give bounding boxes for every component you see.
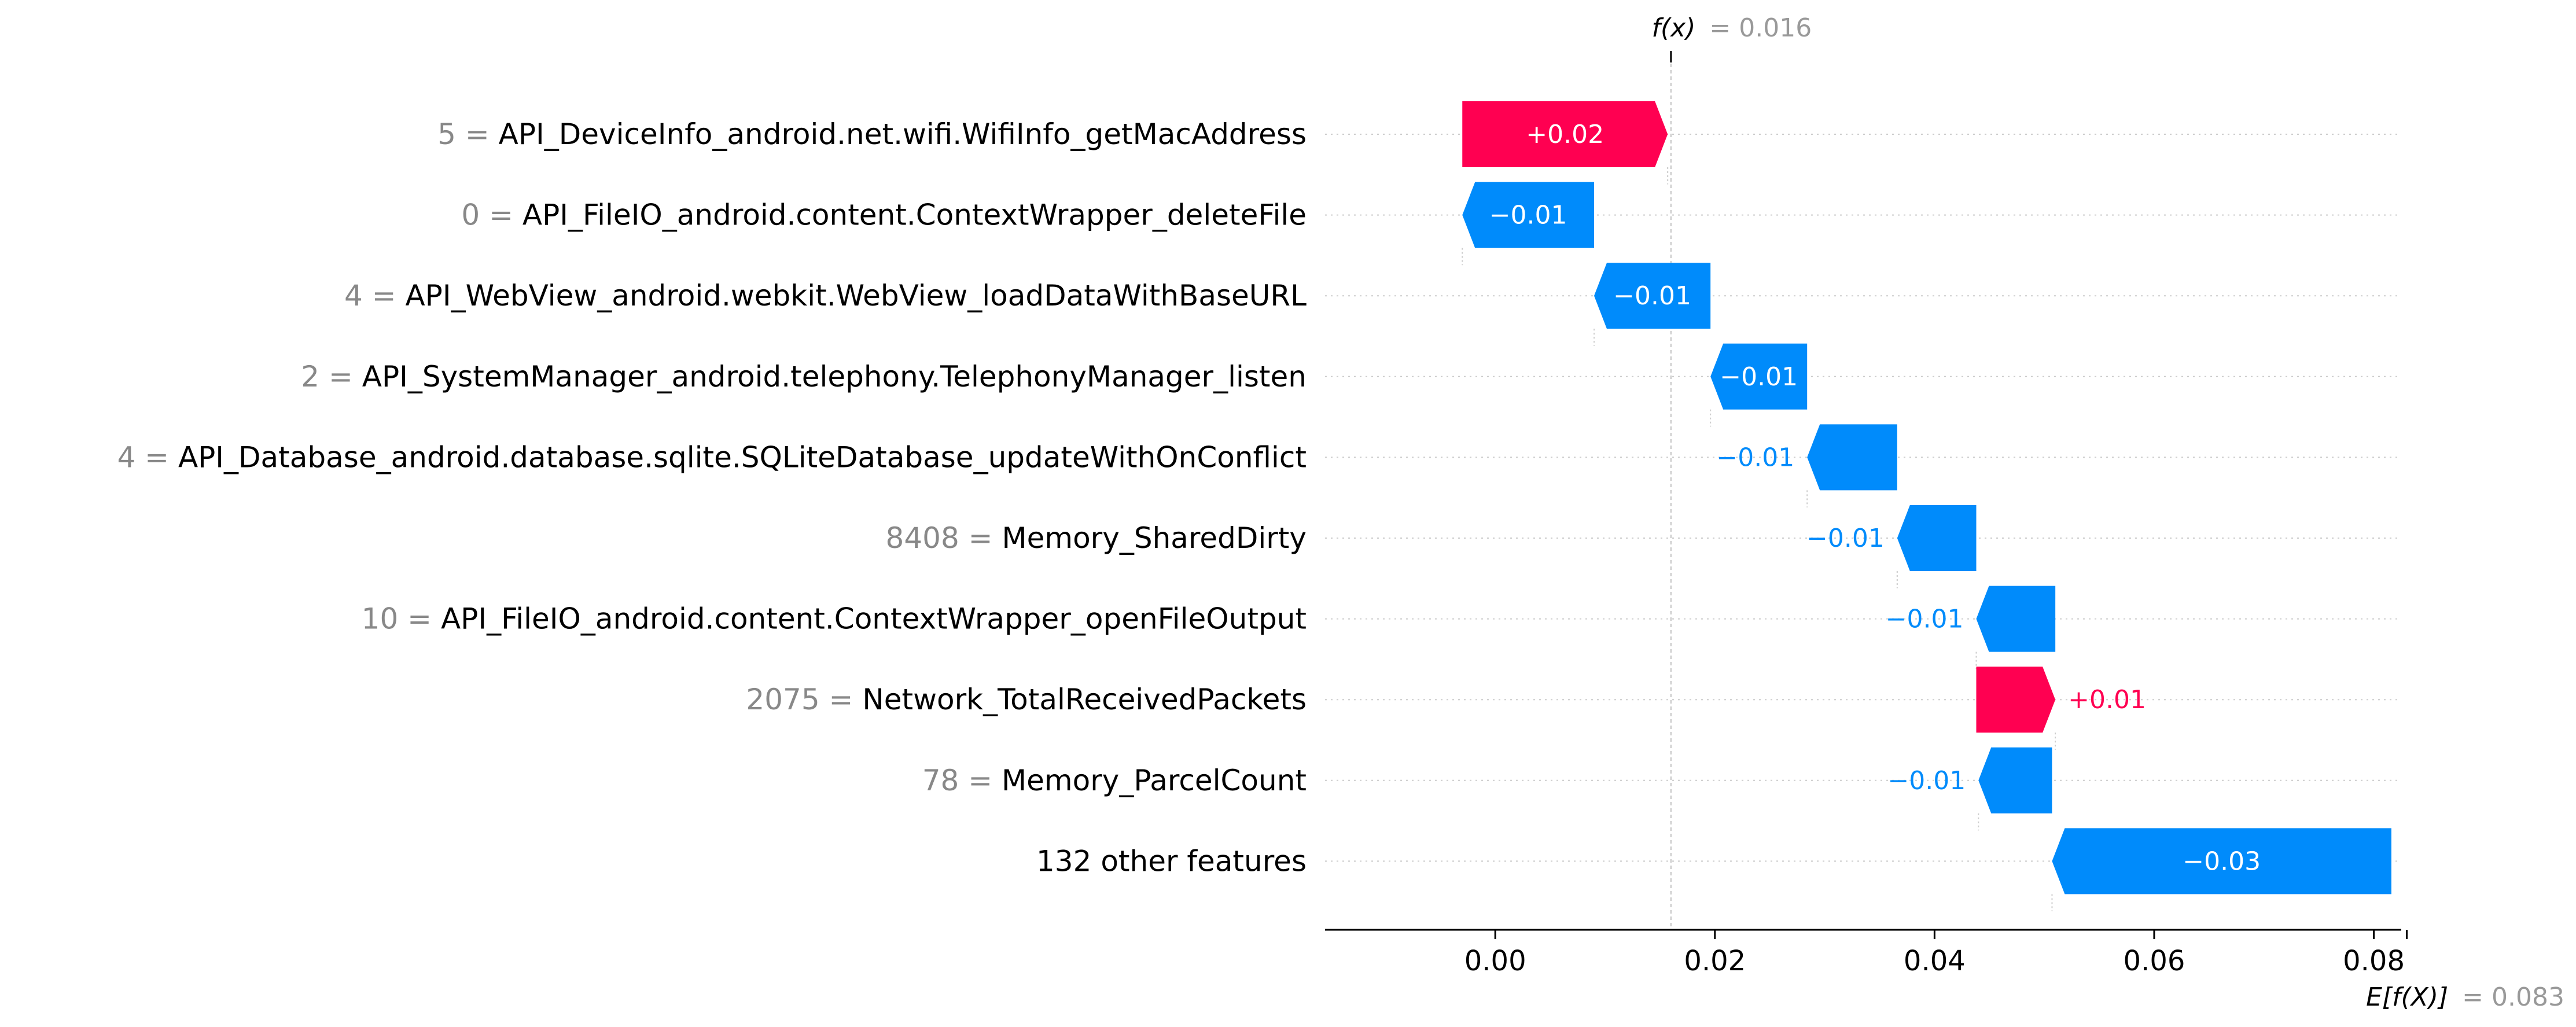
bar-6 (1897, 505, 1977, 571)
feature-name: API_SystemManager_android.telephony.Tele… (362, 360, 1307, 393)
bar-4 (1710, 343, 1808, 410)
bars: +0.02 −0.01 −0.01 −0.01 −0.01 −0.01 −0.01 +0.01… (1462, 101, 2391, 895)
x-tick-label: 0.02 (1684, 945, 1746, 977)
fx-label: f(x) (1652, 13, 1696, 43)
bar-5 (1807, 424, 1897, 491)
feature-value: 4 = (117, 440, 178, 474)
bar-value-label: −0.01 (1887, 766, 1966, 796)
bar-2 (1462, 182, 1594, 248)
feature-label: 8408 = Memory_SharedDirty (886, 521, 1307, 555)
x-tick-label: 0.04 (1904, 945, 1966, 977)
feature-value: 10 = (362, 602, 441, 636)
efx-annotation: E[f(X)] = 0.083 (2366, 982, 2564, 1012)
bar-9 (1978, 747, 2052, 813)
bar-value-label: +0.01 (2068, 685, 2146, 715)
feature-name: API_Database_android.database.sqlite.SQL… (178, 440, 1307, 474)
feature-name: API_FileIO_android.content.ContextWrappe… (522, 198, 1307, 232)
x-tick-label: 0.06 (2124, 945, 2185, 977)
bar-value-label: +0.02 (1526, 120, 1604, 149)
feature-value: 4 = (344, 279, 406, 312)
bar-value-label: −0.03 (2183, 846, 2261, 876)
bar-8 (1976, 667, 2056, 733)
feature-name: API_FileIO_android.content.ContextWrappe… (441, 602, 1307, 636)
feature-label: 4 = API_Database_android.database.sqlite… (117, 440, 1307, 474)
bar-value-label: −0.01 (1489, 201, 1567, 230)
fx-value: = 0.016 (1709, 13, 1812, 43)
reference-lines (1462, 51, 2056, 930)
feature-label: 78 = Memory_ParcelCount (922, 764, 1307, 797)
x-tick-label: 0.08 (2343, 945, 2405, 977)
feature-name: API_WebView_android.webkit.WebView_loadD… (405, 279, 1307, 312)
feature-value: 2075 = (746, 683, 862, 716)
feature-label: 5 = API_DeviceInfo_android.net.wifi.Wifi… (437, 117, 1307, 151)
feature-label: 2075 = Network_TotalReceivedPackets (746, 683, 1307, 716)
fx-annotation: f(x) = 0.016 (1652, 13, 1812, 43)
feature-name: 132 other features (1036, 844, 1307, 878)
efx-label: E[f(X)] (2366, 982, 2448, 1012)
bar-3 (1594, 263, 1711, 329)
bar-value-label: −0.01 (1886, 605, 1964, 634)
efx-value: = 0.083 (2462, 982, 2564, 1012)
bar-value-label: −0.01 (1716, 443, 1794, 472)
feature-label: 10 = API_FileIO_android.content.ContextW… (362, 602, 1307, 636)
feature-name: Network_TotalReceivedPackets (862, 683, 1307, 716)
bar-value-label: −0.01 (1720, 362, 1798, 392)
feature-value: 5 = (437, 117, 499, 151)
feature-label: 2 = API_SystemManager_android.telephony.… (301, 360, 1307, 393)
feature-label: 0 = API_FileIO_android.content.ContextWr… (461, 198, 1307, 232)
bar-value-label: −0.01 (1613, 281, 1691, 311)
feature-value: 78 = (922, 764, 1002, 797)
bar-1 (1462, 101, 1668, 167)
feature-label: 4 = API_WebView_android.webkit.WebView_l… (344, 279, 1307, 312)
feature-labels: 5 = API_DeviceInfo_android.net.wifi.Wifi… (117, 117, 1307, 878)
feature-label: 132 other features (1036, 844, 1307, 878)
bar-value-label: −0.01 (1806, 524, 1885, 553)
feature-name: Memory_SharedDirty (1002, 521, 1307, 555)
feature-value: 0 = (461, 198, 522, 232)
x-axis: 0.00 0.02 0.04 0.06 0.08 (1325, 929, 2408, 977)
feature-value: 2 = (301, 360, 362, 393)
feature-value: 8408 = (886, 521, 1002, 555)
bar-7 (1976, 586, 2056, 652)
bar-10 (2052, 828, 2391, 895)
feature-name: API_DeviceInfo_android.net.wifi.WifiInfo… (499, 117, 1307, 151)
x-tick-label: 0.00 (1464, 945, 1526, 977)
feature-name: Memory_ParcelCount (1002, 764, 1307, 797)
